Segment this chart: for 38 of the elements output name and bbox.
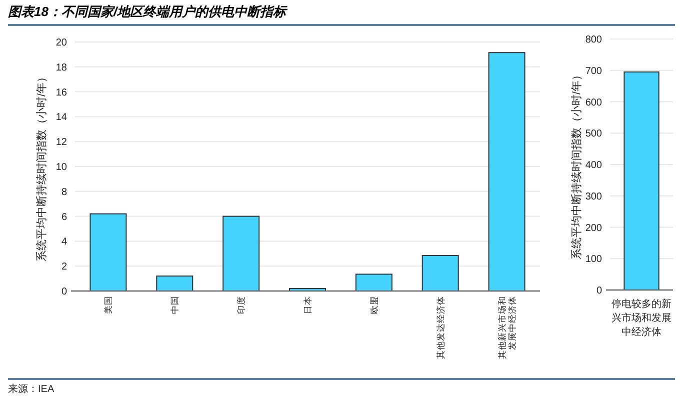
chart-title: 图表18：不同国家/地区终端用户的供电中断指标 — [8, 4, 288, 19]
bar — [422, 255, 459, 292]
y-tick-label: 2 — [61, 262, 68, 273]
y-tick-label: 12 — [56, 137, 68, 148]
y-tick-label: 0 — [596, 286, 602, 296]
y-axis-title: 系统平均中断持续时间指数（小时/年） — [35, 71, 48, 262]
x-tick-label: 印度 — [236, 296, 246, 314]
bar — [156, 276, 194, 292]
x-tick-label: 停电较多的新兴市场和发展中经济体 — [612, 298, 672, 338]
bar — [355, 274, 392, 292]
y-tick-label: 16 — [56, 87, 68, 98]
bar — [488, 52, 526, 292]
x-tick-label: 其他新兴市场和发展中经济体 — [496, 296, 517, 359]
x-tick-label: 美国 — [103, 296, 114, 314]
x-tick-label: 其他发达经济体 — [435, 296, 446, 359]
y-tick-label: 500 — [585, 128, 602, 140]
y-tick-label: 4 — [61, 236, 68, 248]
y-tick-label: 800 — [585, 34, 602, 46]
y-tick-label: 700 — [585, 66, 602, 77]
y-tick-label: 100 — [585, 254, 602, 266]
bar — [90, 213, 127, 292]
y-tick-label: 14 — [56, 112, 68, 124]
y-tick-label: 6 — [61, 212, 68, 223]
x-tick-label: 中国 — [170, 296, 180, 314]
source-note: 来源：IEA — [8, 383, 54, 395]
y-axis-title: 系统平均中断持续时间指数（小时/年） — [570, 69, 583, 260]
bar — [222, 216, 260, 292]
y-tick-label: 18 — [56, 62, 68, 74]
y-tick-label: 300 — [585, 191, 602, 202]
x-tick-label: 日本 — [302, 296, 312, 314]
x-tick-label: 欧盟 — [368, 296, 379, 314]
y-tick-label: 10 — [56, 162, 68, 173]
y-tick-label: 200 — [585, 222, 602, 234]
y-tick-label: 0 — [61, 286, 68, 298]
y-tick-label: 20 — [56, 38, 68, 48]
y-tick-label: 400 — [585, 160, 602, 171]
y-tick-label: 8 — [61, 186, 68, 198]
y-tick-label: 600 — [585, 97, 602, 108]
